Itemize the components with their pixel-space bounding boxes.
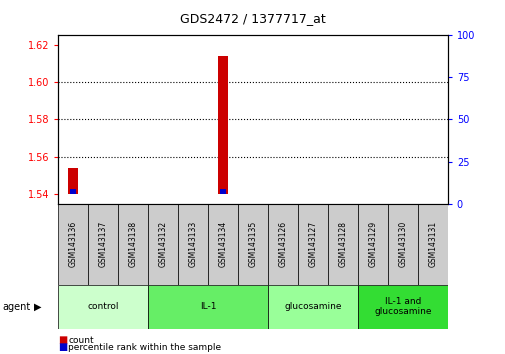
Text: percentile rank within the sample: percentile rank within the sample — [68, 343, 221, 352]
Text: IL-1 and
glucosamine: IL-1 and glucosamine — [373, 297, 431, 316]
Text: IL-1: IL-1 — [199, 302, 216, 311]
Text: glucosamine: glucosamine — [284, 302, 341, 311]
Text: GSM143135: GSM143135 — [248, 221, 257, 267]
Text: control: control — [87, 302, 119, 311]
Bar — [88, 204, 118, 285]
Bar — [217, 56, 228, 194]
Bar — [220, 189, 226, 194]
Text: ■: ■ — [58, 342, 67, 352]
Bar — [58, 285, 148, 329]
Text: GSM143137: GSM143137 — [98, 221, 108, 267]
Bar — [148, 204, 178, 285]
Bar — [118, 204, 148, 285]
Text: GSM143129: GSM143129 — [368, 221, 377, 267]
Bar — [327, 204, 357, 285]
Text: ■: ■ — [58, 335, 67, 345]
Text: GSM143132: GSM143132 — [158, 221, 167, 267]
Bar — [70, 189, 76, 194]
Bar — [148, 285, 268, 329]
Bar — [297, 204, 327, 285]
Text: ▶: ▶ — [34, 302, 42, 312]
Bar — [237, 204, 268, 285]
Text: GSM143131: GSM143131 — [427, 221, 436, 267]
Text: GSM143128: GSM143128 — [338, 221, 347, 267]
Bar — [68, 168, 78, 194]
Text: GSM143130: GSM143130 — [397, 221, 407, 267]
Text: GSM143126: GSM143126 — [278, 221, 287, 267]
Text: GSM143138: GSM143138 — [128, 221, 137, 267]
Text: GSM143127: GSM143127 — [308, 221, 317, 267]
Bar — [387, 204, 417, 285]
Text: GSM143133: GSM143133 — [188, 221, 197, 267]
Bar — [417, 204, 447, 285]
Bar — [208, 204, 237, 285]
Text: agent: agent — [3, 302, 31, 312]
Text: count: count — [68, 336, 94, 345]
Bar — [268, 285, 357, 329]
Text: GDS2472 / 1377717_at: GDS2472 / 1377717_at — [180, 12, 325, 25]
Bar — [268, 204, 297, 285]
Bar — [178, 204, 208, 285]
Text: GSM143136: GSM143136 — [69, 221, 78, 267]
Text: GSM143134: GSM143134 — [218, 221, 227, 267]
Bar — [58, 204, 88, 285]
Bar — [357, 285, 447, 329]
Bar — [357, 204, 387, 285]
